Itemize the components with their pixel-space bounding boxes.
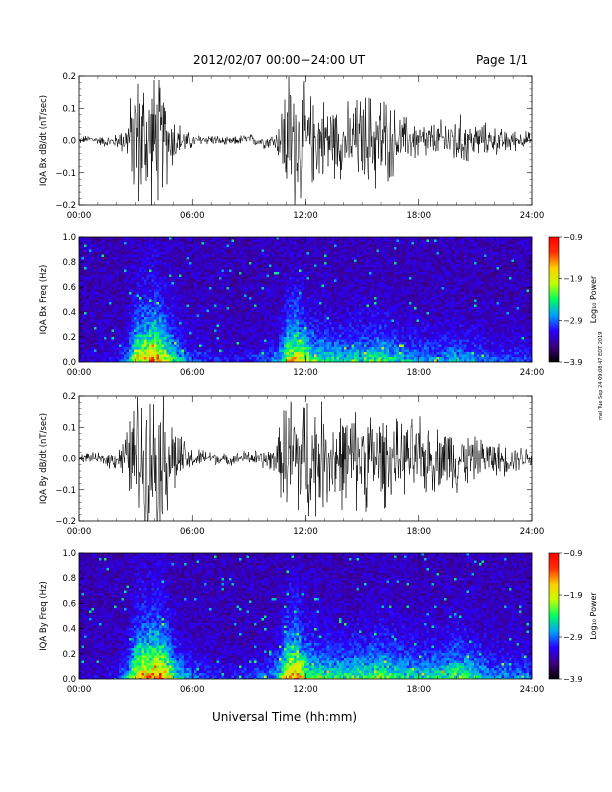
x-tick-label: 06:00 — [180, 685, 205, 695]
colorbar-tick-label: −1.9 — [563, 275, 582, 284]
x-tick-label: 24:00 — [520, 368, 545, 378]
y-axis-title: IQA Bx Freq (Hz) — [39, 265, 49, 335]
x-tick-label: 24:00 — [520, 211, 545, 221]
y-tick-label: −0.1 — [55, 486, 76, 496]
x-tick-label: 00:00 — [67, 211, 92, 221]
plot-title: 2012/02/07 00:00−24:00 UT — [193, 53, 366, 67]
x-tick-label: 06:00 — [180, 368, 205, 378]
x-tick-label: 00:00 — [67, 527, 92, 537]
x-tick-label: 06:00 — [180, 211, 205, 221]
colorbar-tick-label: −0.9 — [563, 549, 582, 558]
y-tick-label: 0.0 — [62, 675, 76, 685]
colorbar-tick-label: −1.9 — [563, 591, 582, 600]
y-tick-label: 0.0 — [62, 137, 76, 147]
y-tick-label: 0.1 — [62, 423, 76, 433]
x-tick-label: 18:00 — [407, 211, 432, 221]
x-tick-label: 18:00 — [407, 685, 432, 695]
waveform-line — [79, 396, 532, 521]
y-tick-label: 0.1 — [62, 104, 76, 114]
waveform-line — [79, 76, 532, 205]
panel-3: 0.2 0.1 0.0 −0.1 −0.200:00 06:00 12:00 18:00 24:… — [39, 392, 545, 537]
y-tick-label: 1.0 — [62, 549, 76, 559]
y-tick-label: 0.0 — [62, 455, 76, 465]
y-axis-title: IQA By Freq (Hz) — [39, 581, 49, 651]
y-tick-label: 0.8 — [62, 258, 76, 268]
panel-2: −0.9 −1.9 −2.9 −3.9 Log₁₀ Power 1.0 0.8 0.6 0.4 0… — [39, 233, 598, 378]
y-tick-label: 0.6 — [62, 599, 76, 609]
x-tick-label: 06:00 — [180, 527, 205, 537]
x-tick-label: 12:00 — [293, 211, 318, 221]
y-axis-title: IQA By dB/dt (nT/sec) — [39, 413, 49, 504]
colorbar — [548, 236, 560, 363]
page-indicator: Page 1/1 — [476, 53, 529, 67]
x-tick-label: 18:00 — [407, 368, 432, 378]
x-tick-label: 00:00 — [67, 368, 92, 378]
y-tick-label: 0.4 — [62, 308, 76, 318]
colorbar-tick-label: −2.9 — [563, 316, 582, 325]
y-tick-label: 0.0 — [62, 358, 76, 368]
colorbar-tick-label: −2.9 — [563, 633, 582, 642]
x-tick-label: 24:00 — [520, 527, 545, 537]
colorbar-tick-label: −3.9 — [563, 358, 582, 367]
generation-stamp: mel Tue Sep 24 09:08:47 EDT 2019 — [598, 331, 604, 420]
spectrogram-cells — [79, 553, 532, 679]
x-tick-label: 00:00 — [67, 685, 92, 695]
y-tick-label: 0.2 — [62, 650, 76, 660]
y-tick-label: −0.2 — [55, 201, 76, 211]
colorbar-label: Log₁₀ Power — [589, 275, 598, 323]
x-tick-label: 12:00 — [293, 685, 318, 695]
y-tick-label: 0.2 — [62, 392, 76, 402]
x-axis-title: Universal Time (hh:mm) — [212, 710, 358, 724]
colorbar-tick-label: −3.9 — [563, 675, 582, 684]
y-tick-label: 0.4 — [62, 625, 76, 635]
spectrogram-cells — [79, 237, 532, 362]
y-tick-label: 0.8 — [62, 574, 76, 584]
panel-1: 0.2 0.1 0.0 −0.1 −0.200:00 06:00 12:00 18:00 24:… — [39, 72, 544, 221]
colorbar-tick-label: −0.9 — [563, 233, 582, 242]
x-tick-label: 12:00 — [293, 527, 318, 537]
x-tick-label: 18:00 — [407, 527, 432, 537]
colorbar-label: Log₁₀ Power — [589, 592, 598, 640]
plot-background — [79, 396, 532, 521]
y-tick-label: 1.0 — [62, 233, 76, 243]
y-tick-label: 0.2 — [62, 72, 76, 82]
y-tick-label: −0.2 — [55, 517, 76, 527]
colorbar — [548, 552, 560, 680]
x-tick-label: 24:00 — [520, 685, 545, 695]
y-tick-label: 0.6 — [62, 283, 76, 293]
y-tick-label: 0.2 — [62, 333, 76, 343]
panel-4: −0.9 −1.9 −2.9 −3.9 Log₁₀ Power 1.0 0.8 0.6 0.4 0… — [39, 549, 598, 695]
y-axis-title: IQA Bx dB/dt (nT/sec) — [39, 95, 49, 186]
y-tick-label: −0.1 — [55, 169, 76, 179]
x-tick-label: 12:00 — [293, 368, 318, 378]
